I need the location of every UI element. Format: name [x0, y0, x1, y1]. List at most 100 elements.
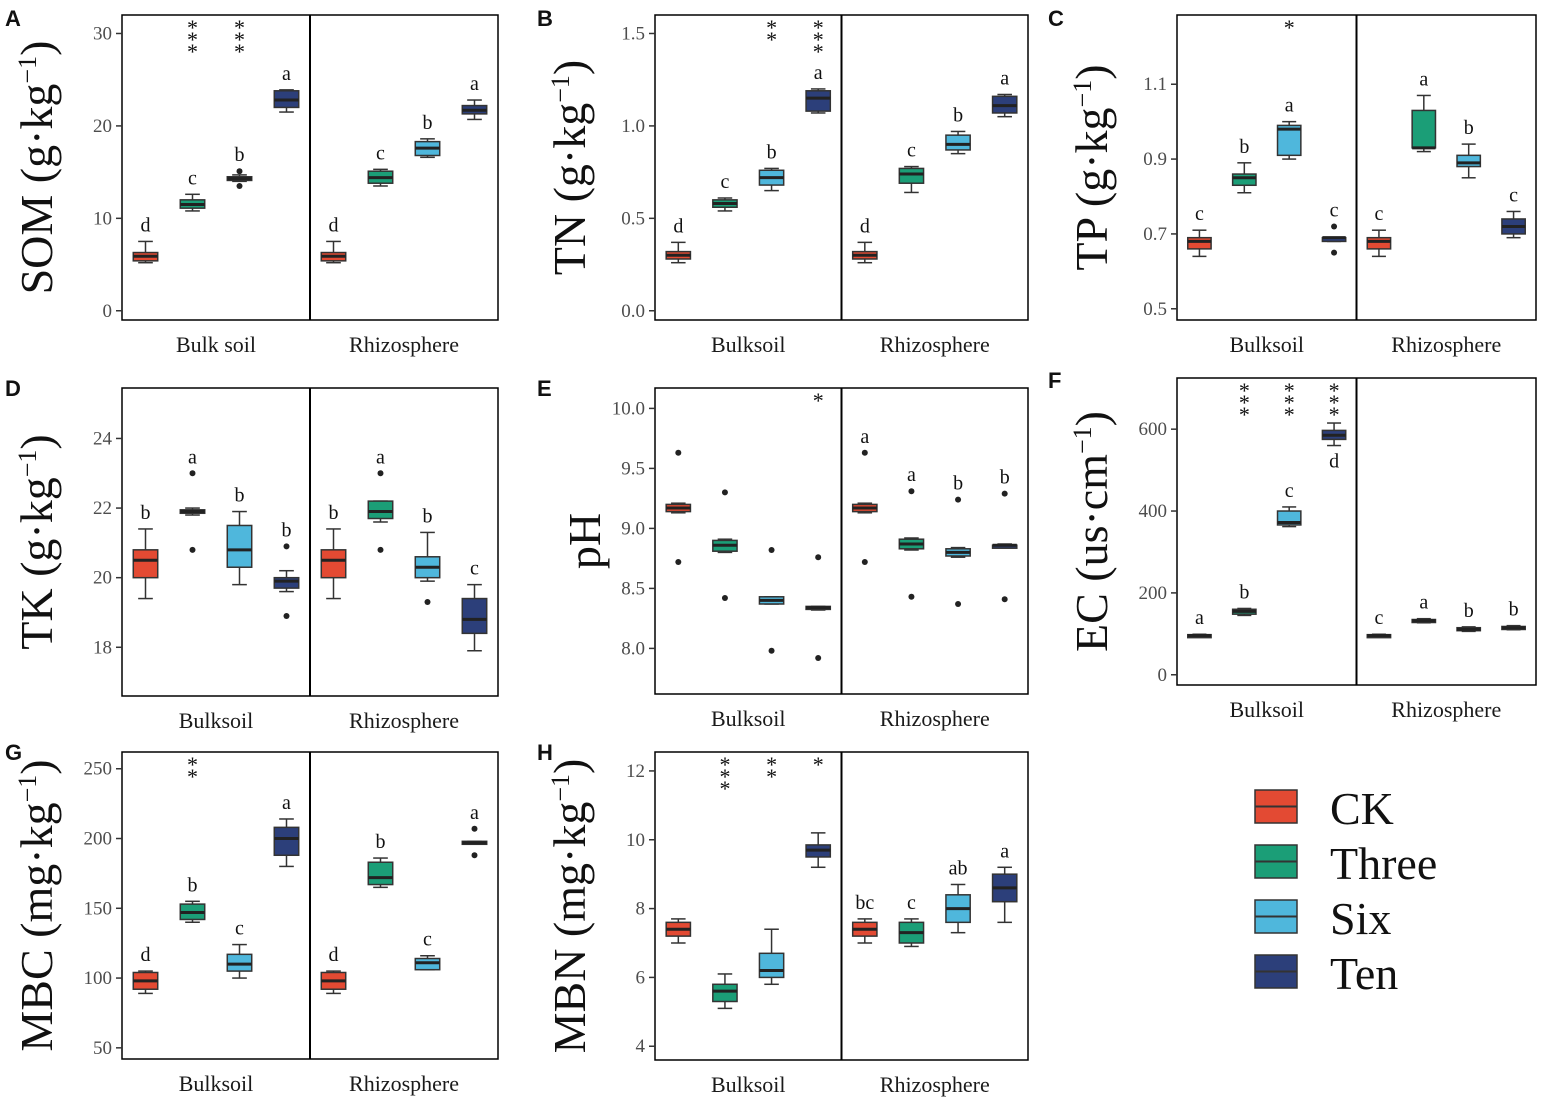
box-body — [712, 983, 738, 1003]
outlier-point-0 — [236, 182, 243, 189]
box-a-1-ck: d — [320, 214, 347, 264]
significance-letter: a — [1000, 67, 1009, 89]
box-h-1-six: ab — [945, 857, 971, 934]
box-h-1-ten: a — [991, 840, 1018, 924]
box-b-1-ten: a — [991, 67, 1018, 118]
y-tick-label-e-1: 8.5 — [621, 578, 645, 599]
y-tick-label-f-3: 600 — [1139, 419, 1168, 440]
significance-letter: a — [470, 73, 479, 95]
panel-f: F 0 200 400 600 EC (us·cm−1) Bulksoil Rhizosphe… — [1048, 368, 1537, 722]
box-e-0-ck — [665, 449, 692, 565]
y-tick-label-a-0: 0 — [103, 301, 113, 322]
y-tick-label-h-1: 6 — [636, 967, 646, 988]
box-d-0-ten: b — [273, 519, 300, 619]
significance-letter: c — [470, 558, 479, 580]
box-e-1-six: b — [945, 473, 971, 607]
outlier-point-0 — [377, 546, 384, 553]
box-body — [226, 524, 253, 568]
box-h-0-six: ** — [758, 752, 785, 986]
y-tick-label-d-0: 18 — [93, 637, 112, 658]
panel-g: G 50 100 150 200 250 MBC (mg·kg−1) Bulksoil Rhiz… — [5, 740, 499, 1096]
outlier-point-0 — [283, 612, 290, 619]
significance-stars: *** — [1284, 378, 1295, 427]
panel-h: H 4 6 8 10 12 MBN (mg·kg−1) Bulksoil Rhizosphere… — [537, 740, 1029, 1097]
y-tick-label-g-3: 200 — [84, 829, 113, 850]
panel-label-d: D — [5, 376, 21, 401]
box-body — [898, 167, 925, 184]
box-c-0-ck: c — [1187, 203, 1212, 258]
y-tick-label-e-3: 9.5 — [621, 458, 645, 479]
outlier-point-0 — [768, 647, 775, 654]
significance-letter: c — [235, 918, 244, 940]
significance-letter: b — [282, 519, 292, 541]
significance-letter: a — [282, 63, 291, 85]
y-axis-label-g: MBC (mg·kg−1) — [11, 759, 62, 1051]
significance-letter: b — [188, 874, 198, 896]
outlier-point-1 — [768, 547, 775, 553]
x-section-label-b-0: Bulksoil — [711, 332, 786, 357]
box-a-0-ck: d — [132, 214, 159, 264]
significance-letter: c — [1195, 203, 1204, 225]
y-axis-label-b: TN (g·kg−1) — [544, 60, 595, 275]
box-body — [1456, 154, 1482, 168]
y-axis-label-a: SOM (g·kg−1) — [11, 41, 62, 295]
legend-item-ck: CK — [1254, 783, 1394, 834]
box-a-0-six: b *** — [226, 15, 253, 189]
significance-letter: c — [1374, 203, 1383, 225]
outlier-point-1 — [189, 470, 196, 477]
significance-stars: *** — [234, 15, 245, 64]
significance-letter: c — [907, 140, 916, 162]
y-tick-label-e-2: 9.0 — [621, 518, 645, 539]
y-tick-label-b-3: 1.5 — [621, 23, 645, 44]
y-tick-label-c-3: 1.1 — [1143, 74, 1167, 95]
x-section-label-b-1: Rhizosphere — [880, 332, 990, 357]
panel-a: A 0 10 20 30 SOM (g·kg−1) Bulk soil Rhizosphere… — [5, 6, 499, 357]
box-f-1-six: b — [1456, 600, 1482, 633]
box-e-1-ten: b — [991, 467, 1018, 603]
y-tick-label-h-0: 4 — [636, 1036, 646, 1057]
significance-letter: a — [1000, 840, 1009, 862]
box-d-0-three: a — [179, 446, 206, 553]
box-body — [1231, 173, 1257, 187]
outlier-point-0 — [815, 655, 822, 661]
significance-letter: b — [1239, 581, 1249, 603]
legend-label-ck: CK — [1330, 783, 1394, 834]
box-c-0-six: a* — [1276, 15, 1302, 160]
box-c-0-ten: c — [1321, 199, 1347, 256]
significance-letter: d — [141, 214, 151, 236]
y-tick-label-f-1: 200 — [1139, 583, 1168, 604]
y-tick-label-d-1: 20 — [93, 568, 112, 589]
significance-letter: b — [1000, 467, 1010, 489]
box-e-0-three — [712, 489, 738, 601]
box-f-0-ck: a — [1187, 607, 1212, 639]
y-tick-label-f-2: 400 — [1139, 501, 1168, 522]
significance-letter: d — [329, 214, 339, 236]
significance-letter: d — [1329, 451, 1339, 473]
box-body — [945, 134, 971, 151]
legend-item-six: Six — [1254, 893, 1391, 944]
box-d-1-three: a — [367, 446, 394, 553]
outlier-point-0 — [189, 546, 196, 553]
y-axis-label-f: EC (us·cm−1) — [1066, 411, 1117, 652]
significance-letter: c — [1374, 607, 1383, 629]
y-tick-label-c-0: 0.5 — [1143, 299, 1167, 320]
x-section-label-a-1: Rhizosphere — [349, 332, 459, 357]
y-axis-label-d: TK (g·kg−1) — [11, 434, 62, 649]
box-c-1-three: a — [1411, 68, 1437, 153]
box-a-1-ten: a — [461, 73, 488, 121]
significance-letter: a — [1285, 95, 1294, 117]
y-tick-label-e-4: 10.0 — [612, 398, 645, 419]
box-f-1-three: a — [1411, 592, 1437, 624]
y-tick-label-h-4: 12 — [626, 761, 645, 782]
significance-letter: bc — [855, 892, 874, 914]
box-body — [1411, 109, 1437, 149]
outlier-point-1 — [1001, 490, 1008, 497]
outlier-point-1 — [283, 543, 290, 550]
y-tick-label-b-2: 1.0 — [621, 116, 645, 137]
significance-letter: a — [814, 62, 823, 84]
box-f-0-three: b *** — [1231, 378, 1257, 617]
box-g-1-ck: d — [320, 944, 347, 995]
box-b-0-three: c — [712, 171, 738, 212]
box-e-1-ck: a — [851, 426, 878, 565]
